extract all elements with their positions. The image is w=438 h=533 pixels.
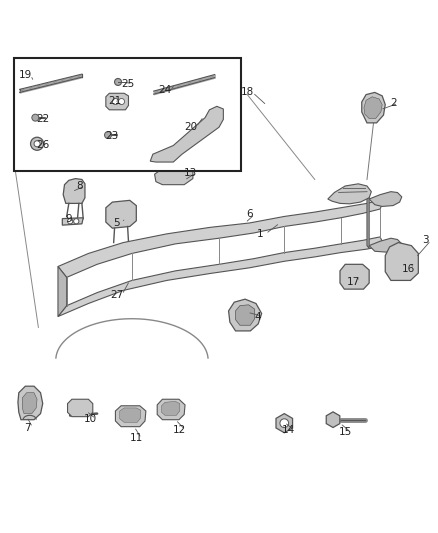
Polygon shape (367, 197, 369, 248)
Polygon shape (22, 393, 37, 414)
Circle shape (118, 99, 124, 104)
Circle shape (67, 219, 73, 224)
Circle shape (32, 114, 39, 121)
Polygon shape (150, 107, 223, 162)
Text: 27: 27 (110, 290, 124, 300)
Circle shape (74, 219, 79, 224)
Text: 26: 26 (36, 140, 49, 150)
Text: 16: 16 (402, 264, 415, 273)
Text: 14: 14 (282, 425, 295, 435)
Text: 11: 11 (130, 433, 143, 443)
Text: 1: 1 (257, 229, 264, 239)
Polygon shape (63, 179, 85, 204)
Text: 22: 22 (36, 114, 49, 124)
Text: 25: 25 (121, 79, 134, 88)
Text: 12: 12 (173, 425, 187, 435)
Polygon shape (116, 406, 146, 426)
Text: 15: 15 (339, 427, 352, 437)
Polygon shape (369, 192, 402, 206)
Polygon shape (162, 401, 180, 415)
Circle shape (280, 419, 289, 427)
Polygon shape (157, 399, 185, 419)
Text: 17: 17 (347, 277, 360, 287)
Polygon shape (276, 414, 293, 433)
Polygon shape (106, 200, 136, 228)
Polygon shape (18, 386, 43, 419)
Text: 5: 5 (113, 218, 120, 228)
Polygon shape (67, 399, 93, 417)
Polygon shape (62, 218, 83, 225)
Text: 13: 13 (184, 168, 198, 178)
Polygon shape (58, 266, 67, 317)
Polygon shape (236, 305, 254, 325)
Circle shape (34, 141, 40, 147)
Polygon shape (120, 408, 141, 422)
Polygon shape (58, 199, 385, 277)
Polygon shape (369, 238, 402, 252)
Text: 23: 23 (106, 131, 119, 141)
Text: 4: 4 (255, 312, 261, 321)
Bar (14, 58, 241, 171)
Text: 18: 18 (240, 87, 254, 98)
Text: 21: 21 (108, 96, 121, 106)
Polygon shape (362, 92, 385, 123)
Circle shape (31, 137, 44, 150)
Circle shape (113, 99, 118, 104)
Polygon shape (385, 243, 418, 280)
Text: 3: 3 (422, 236, 429, 245)
Polygon shape (340, 264, 369, 289)
Text: 9: 9 (66, 214, 72, 224)
Polygon shape (328, 184, 371, 204)
Circle shape (115, 78, 121, 85)
Text: 20: 20 (184, 122, 197, 132)
Polygon shape (58, 237, 385, 317)
Text: 8: 8 (76, 181, 83, 191)
Text: 24: 24 (158, 85, 171, 95)
Text: 2: 2 (390, 98, 396, 108)
Polygon shape (364, 97, 382, 118)
Circle shape (105, 132, 112, 139)
Polygon shape (326, 412, 340, 427)
Text: 19: 19 (19, 70, 32, 80)
Text: 6: 6 (246, 209, 253, 219)
Polygon shape (155, 167, 193, 184)
Polygon shape (229, 299, 261, 331)
Text: 10: 10 (84, 414, 97, 424)
Text: 7: 7 (24, 423, 31, 433)
Polygon shape (106, 93, 128, 110)
